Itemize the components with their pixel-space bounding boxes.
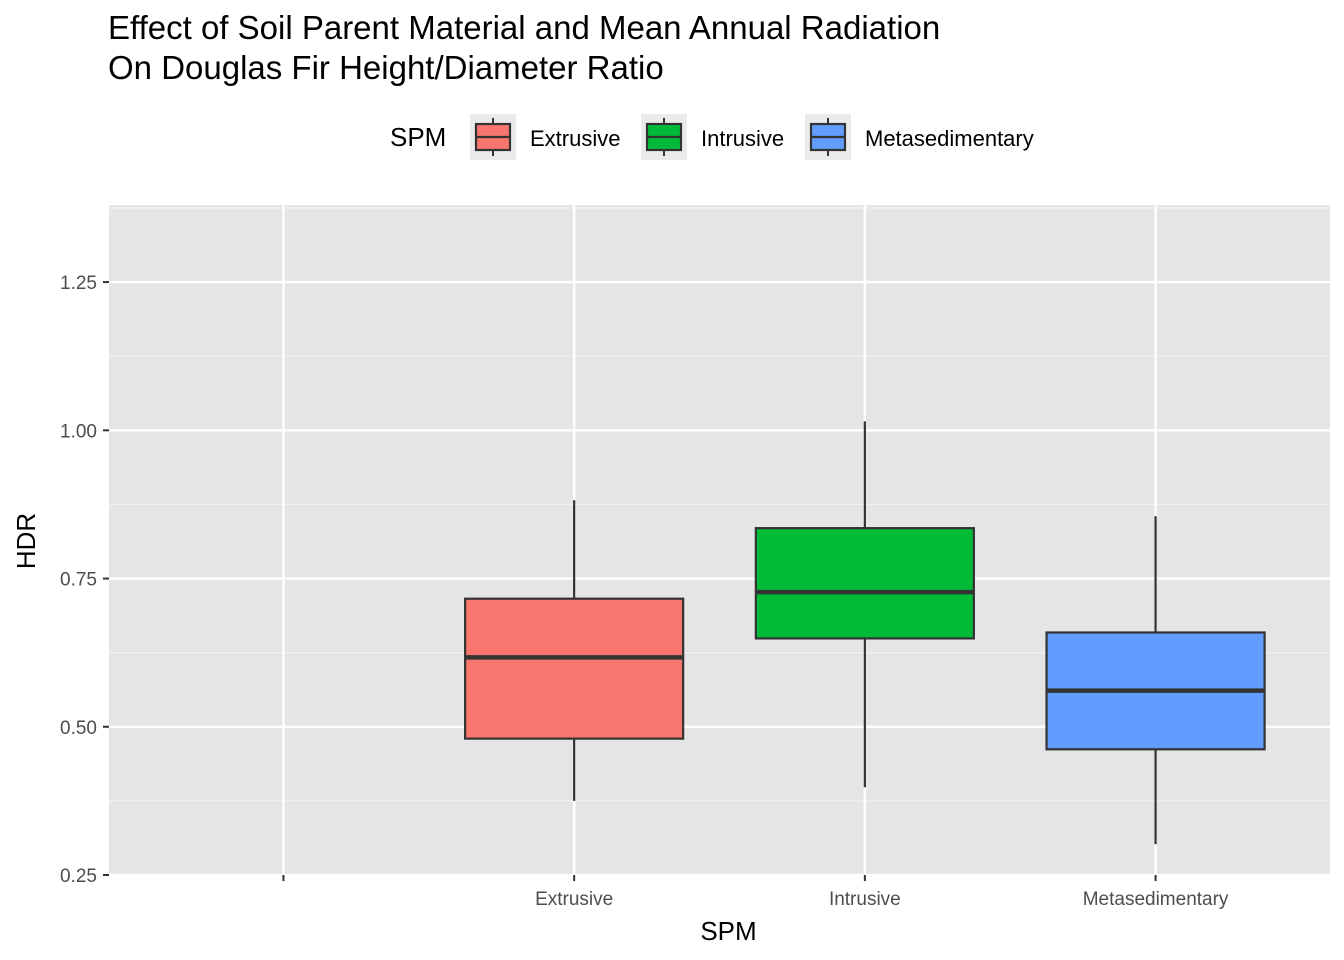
x-tick-label: Intrusive bbox=[829, 889, 901, 910]
legend-key-intrusive bbox=[641, 114, 687, 160]
legend-key-metasedimentary bbox=[805, 114, 851, 160]
y-tick-label: 0.75 bbox=[60, 570, 97, 591]
y-tick-label: 1.25 bbox=[60, 273, 97, 294]
chart-title-line-1: Effect of Soil Parent Material and Mean … bbox=[108, 9, 941, 46]
y-axis-title: HDR bbox=[11, 513, 41, 569]
y-tick-label: 0.25 bbox=[60, 866, 97, 887]
legend: SPM Extrusive Intrusive bbox=[0, 114, 1344, 162]
legend-label-intrusive: Intrusive bbox=[701, 126, 785, 151]
legend-key-extrusive bbox=[470, 114, 516, 160]
y-tick-label: 1.00 bbox=[60, 421, 97, 442]
x-axis-title: SPM bbox=[700, 916, 756, 946]
chart-title-line-2: On Douglas Fir Height/Diameter Ratio bbox=[108, 49, 664, 86]
x-tick-label: Extrusive bbox=[535, 889, 613, 910]
legend-label-extrusive: Extrusive bbox=[530, 126, 621, 151]
box-intrusive bbox=[754, 527, 975, 640]
y-tick-label: 0.50 bbox=[60, 718, 97, 739]
legend-title: SPM bbox=[390, 122, 447, 152]
legend-label-metasedimentary: Metasedimentary bbox=[865, 126, 1034, 151]
x-tick-label: Metasedimentary bbox=[1083, 889, 1229, 910]
plot-panel-background bbox=[109, 205, 1330, 875]
box-extrusive bbox=[464, 597, 685, 740]
chart-title: Effect of Soil Parent Material and Mean … bbox=[108, 8, 940, 88]
